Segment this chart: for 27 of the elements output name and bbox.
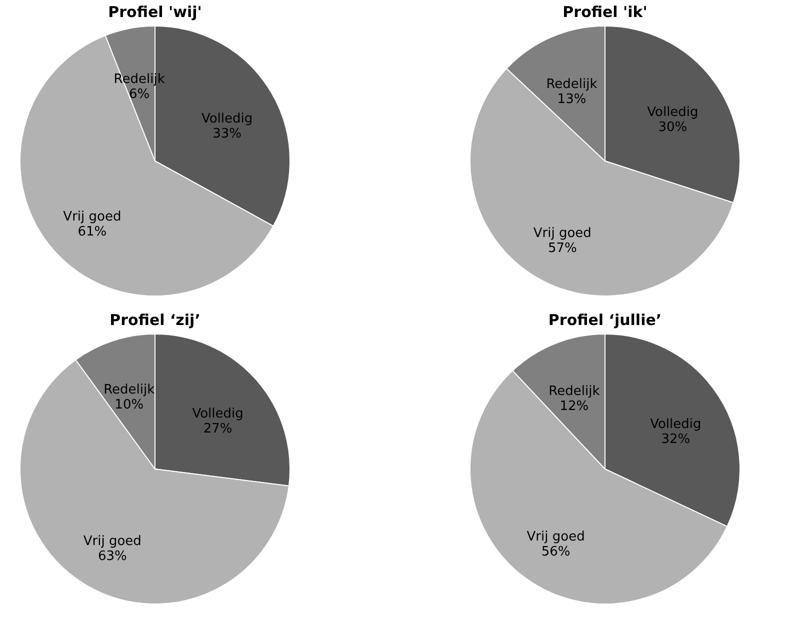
slice-label: Redelijk	[548, 384, 600, 400]
slice-label: Redelijk	[546, 77, 598, 92]
chart-title: Profiel ‘zij’	[110, 311, 200, 329]
data-label: 61%	[78, 224, 107, 240]
data-label: 63%	[98, 549, 127, 564]
data-label: 13%	[557, 92, 586, 108]
data-label: 57%	[548, 241, 577, 256]
data-label: 32%	[661, 432, 690, 448]
slice-label: Vrij goed	[63, 209, 122, 224]
slice-label: Volledig	[192, 406, 244, 422]
data-label: 27%	[203, 422, 232, 437]
slice-label: Vrij goed	[526, 530, 585, 545]
data-label: 56%	[541, 544, 570, 560]
slice-label: Volledig	[650, 417, 702, 432]
slice-label: Volledig	[647, 104, 698, 120]
slice-label: Vrij goed	[533, 226, 592, 242]
chart-title: Profiel 'ik'	[562, 3, 648, 21]
data-label: 33%	[212, 126, 242, 142]
chart-title: Profiel ‘jullie’	[548, 311, 662, 329]
data-label: 6%	[129, 86, 150, 102]
data-label: 30%	[658, 120, 688, 135]
slice-label: Vrij goed	[83, 534, 142, 550]
data-label: 10%	[114, 397, 144, 412]
slice-label: Redelijk	[104, 382, 156, 398]
chart-title: Profiel 'wij'	[108, 3, 202, 21]
data-label: 12%	[560, 399, 589, 414]
slice-label: Volledig	[201, 111, 253, 126]
